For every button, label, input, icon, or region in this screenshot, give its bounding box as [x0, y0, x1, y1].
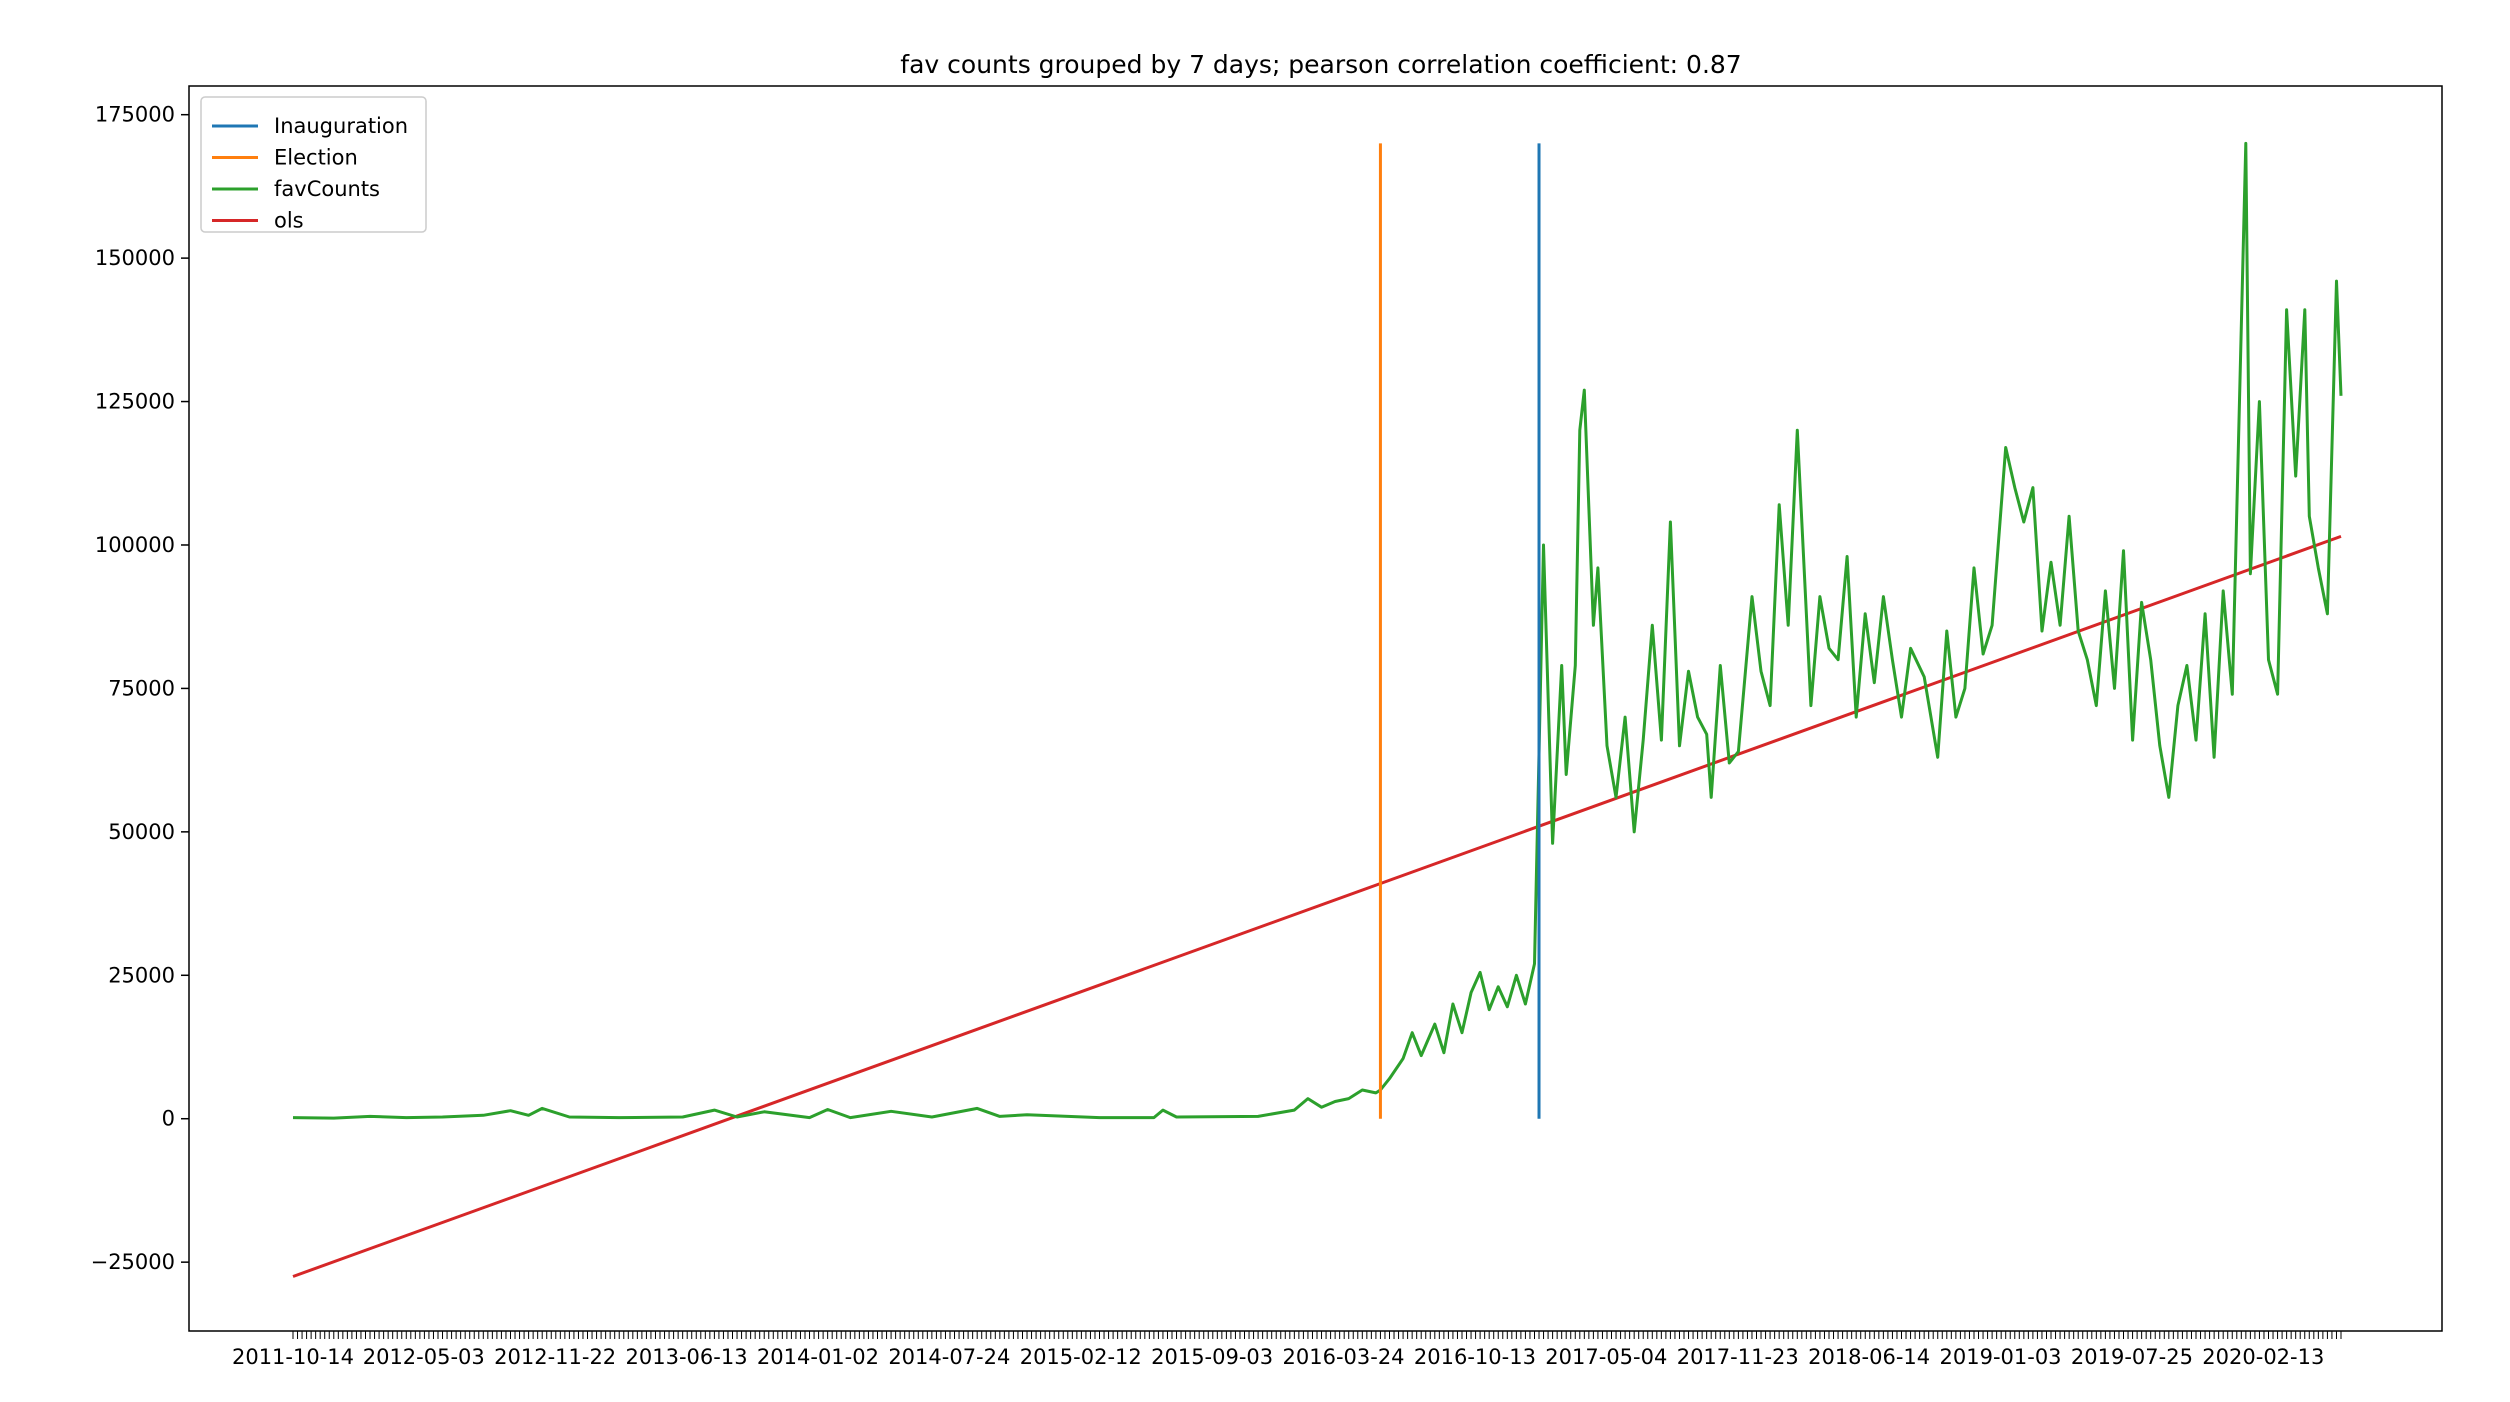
y-tick-label: 0 — [162, 1107, 175, 1131]
x-tick-label: 2017-05-04 — [1545, 1345, 1667, 1369]
legend-label-election: Election — [274, 146, 358, 170]
y-tick-label: 175000 — [95, 103, 175, 127]
x-tick-label: 2014-07-24 — [888, 1345, 1010, 1369]
x-tick-label: 2015-09-03 — [1151, 1345, 1273, 1369]
x-tick-label: 2015-02-12 — [1020, 1345, 1142, 1369]
legend-label-ols: ols — [274, 209, 304, 233]
x-tick-label: 2011-10-14 — [232, 1345, 354, 1369]
x-axis: 2011-10-14 2012-05-03 2012-11-22 2013-06-13… — [232, 1331, 2342, 1369]
y-tick-label: 100000 — [95, 533, 175, 557]
x-tick-label: 2016-10-13 — [1414, 1345, 1536, 1369]
x-tick-label: 2013-06-13 — [626, 1345, 748, 1369]
series-favcounts-line — [292, 141, 2343, 1120]
legend-box — [200, 96, 427, 233]
y-tick-label: 75000 — [108, 676, 175, 700]
x-tick-label: 2019-07-25 — [2071, 1345, 2193, 1369]
x-tick-label: 2017-11-23 — [1677, 1345, 1799, 1369]
y-tick-label: 125000 — [95, 390, 175, 414]
plot-area: 2011-10-14 2012-05-03 2012-11-22 2013-06-13… — [91, 85, 2443, 1369]
x-tick-label: 2012-05-03 — [363, 1345, 485, 1369]
chart-title: fav counts grouped by 7 days; pearson co… — [900, 50, 1741, 79]
legend: Inauguration Election favCounts ols — [200, 96, 427, 233]
x-tick-label: 2018-06-14 — [1808, 1345, 1930, 1369]
y-tick-label: 50000 — [108, 820, 175, 844]
legend-label-favcounts: favCounts — [274, 177, 380, 201]
x-tick-label: 2014-01-02 — [757, 1345, 879, 1369]
y-axis: −25000 0 25000 50000 75000 100000 125000 150000… — [91, 103, 189, 1274]
x-tick-label: 2012-11-22 — [494, 1345, 616, 1369]
axes-frame — [188, 85, 2443, 1332]
series-ols-line — [292, 534, 2342, 1278]
legend-label-inauguration: Inauguration — [274, 114, 408, 138]
x-tick-label: 2019-01-03 — [1940, 1345, 2062, 1369]
x-tick-label: 2016-03-24 — [1283, 1345, 1405, 1369]
y-tick-label: 25000 — [108, 963, 175, 987]
x-tick-label: 2020-02-13 — [2202, 1345, 2324, 1369]
y-tick-label: 150000 — [95, 246, 175, 270]
y-tick-label: −25000 — [91, 1250, 175, 1274]
series-layer — [292, 141, 2343, 1278]
